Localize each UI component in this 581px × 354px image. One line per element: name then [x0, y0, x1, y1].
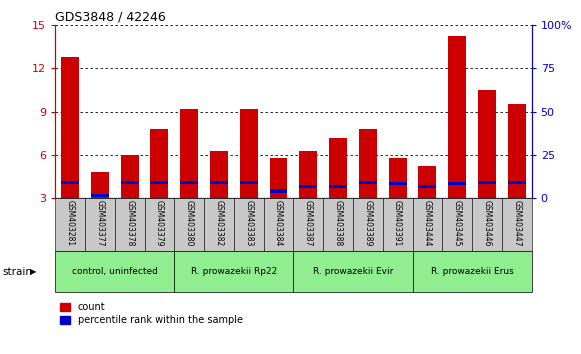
Bar [323, 198, 353, 251]
Bar [293, 251, 413, 292]
Text: ▶: ▶ [30, 267, 37, 276]
Bar [91, 172, 109, 198]
Bar [210, 150, 228, 198]
Bar [264, 198, 293, 251]
Text: GSM403281: GSM403281 [66, 200, 74, 246]
Bar [359, 181, 376, 184]
Text: GSM403378: GSM403378 [125, 200, 134, 246]
Bar [383, 198, 413, 251]
Bar [240, 109, 258, 198]
Bar [449, 36, 466, 198]
Bar [174, 198, 204, 251]
Bar [329, 137, 347, 198]
Bar [61, 57, 79, 198]
Bar [180, 109, 198, 198]
Text: GSM403446: GSM403446 [482, 200, 492, 246]
Bar [472, 198, 502, 251]
Bar [145, 198, 174, 251]
Text: GSM403377: GSM403377 [95, 200, 105, 246]
Bar [174, 251, 293, 292]
Text: GSM403388: GSM403388 [333, 200, 343, 246]
Bar [204, 198, 234, 251]
Bar [449, 182, 466, 185]
Bar [180, 181, 198, 184]
Text: GSM403382: GSM403382 [214, 200, 224, 246]
Bar [240, 181, 258, 184]
Text: GSM403383: GSM403383 [244, 200, 253, 246]
Bar [442, 198, 472, 251]
Bar [299, 150, 317, 198]
Bar [121, 181, 139, 184]
Text: GSM403380: GSM403380 [185, 200, 193, 246]
Text: GSM403447: GSM403447 [512, 200, 521, 246]
Bar [55, 251, 174, 292]
Bar [270, 189, 288, 193]
Bar [478, 181, 496, 184]
Bar [389, 182, 407, 185]
Bar [150, 181, 168, 184]
Text: R. prowazekii Evir: R. prowazekii Evir [313, 267, 393, 276]
Bar [293, 198, 323, 251]
Bar [55, 198, 85, 251]
Text: GSM403389: GSM403389 [363, 200, 372, 246]
Text: R. prowazekii Rp22: R. prowazekii Rp22 [191, 267, 277, 276]
Text: GSM403445: GSM403445 [453, 200, 462, 246]
Bar [121, 155, 139, 198]
Text: strain: strain [3, 267, 33, 277]
Bar [508, 181, 526, 184]
Text: GSM403384: GSM403384 [274, 200, 283, 246]
Bar [418, 166, 436, 198]
Text: R. prowazekii Erus: R. prowazekii Erus [431, 267, 514, 276]
Bar [508, 104, 526, 198]
Bar [413, 251, 532, 292]
Bar [478, 90, 496, 198]
Bar [418, 185, 436, 188]
Bar [389, 158, 407, 198]
Bar [85, 198, 115, 251]
Bar [234, 198, 264, 251]
Bar [115, 198, 145, 251]
Bar [150, 129, 168, 198]
Text: GSM403387: GSM403387 [304, 200, 313, 246]
Bar [413, 198, 442, 251]
Text: GSM403391: GSM403391 [393, 200, 402, 246]
Text: GDS3848 / 42246: GDS3848 / 42246 [55, 11, 166, 24]
Bar [61, 181, 79, 184]
Bar [91, 194, 109, 197]
Legend: count, percentile rank within the sample: count, percentile rank within the sample [60, 302, 242, 325]
Text: GSM403444: GSM403444 [423, 200, 432, 246]
Bar [299, 185, 317, 188]
Text: GSM403379: GSM403379 [155, 200, 164, 246]
Bar [210, 181, 228, 184]
Bar [270, 158, 288, 198]
Bar [502, 198, 532, 251]
Bar [353, 198, 383, 251]
Bar [329, 185, 347, 188]
Text: control, uninfected: control, uninfected [72, 267, 157, 276]
Bar [359, 129, 376, 198]
